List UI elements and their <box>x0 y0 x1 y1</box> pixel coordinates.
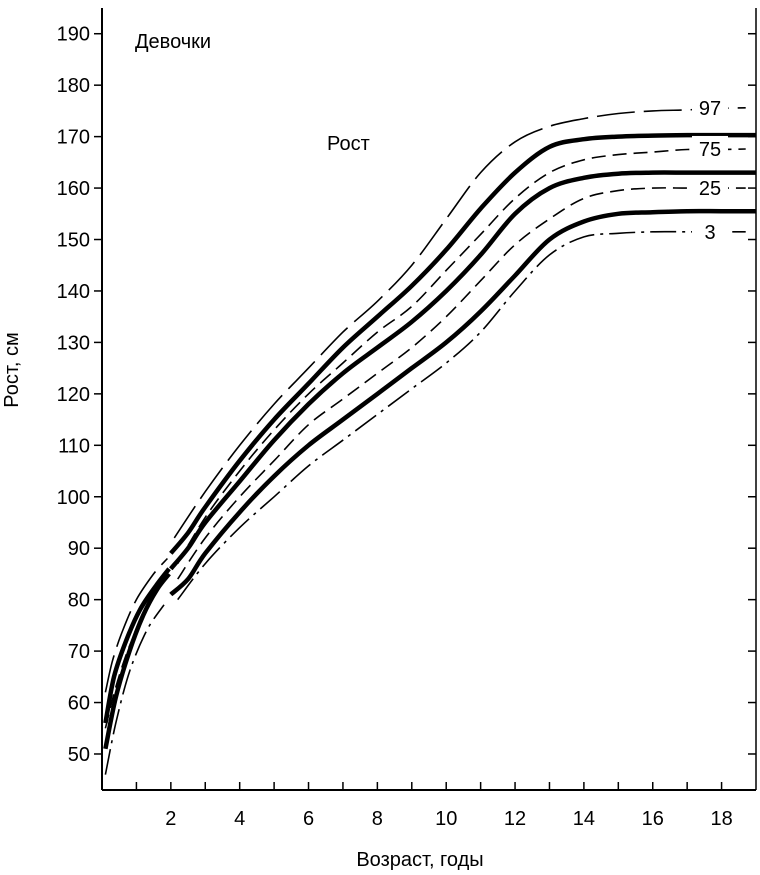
series-25-label: 25 <box>699 178 721 200</box>
series-75-line <box>177 148 746 565</box>
x-tick-label: 4 <box>234 808 245 830</box>
series-labels: 97 75 25 3 <box>692 94 728 244</box>
y-tick-label: 60 <box>68 693 90 715</box>
chart-labels: Девочки Рост Возраст, годы Рост, см <box>1 31 484 871</box>
x-tick-label: 18 <box>710 808 732 830</box>
x-tick-label: 14 <box>573 808 595 830</box>
series-solid-5-line <box>169 170 756 571</box>
axis-ticks: 50 60 70 80 90 100 110 120 130 140 150 160 170 180 190… <box>57 24 756 830</box>
x-tick-label: 12 <box>504 808 526 830</box>
y-tick-label: 90 <box>68 538 90 560</box>
series-25-line <box>177 187 746 580</box>
plot-area <box>101 8 757 791</box>
x-tick-label: 16 <box>642 808 664 830</box>
series-97-label: 97 <box>699 98 721 120</box>
y-tick-label: 120 <box>57 384 90 406</box>
series-75-label: 75 <box>699 139 721 161</box>
series-3-line <box>104 604 165 775</box>
y-axis-label: Рост, см <box>1 332 23 407</box>
x-axis-label: Возраст, годы <box>356 849 483 871</box>
x-tick-label: 2 <box>165 808 176 830</box>
x-tick-label: 6 <box>303 808 314 830</box>
chart-title: Девочки <box>135 31 211 53</box>
y-tick-label: 70 <box>68 641 90 663</box>
percentile-curves <box>103 107 756 775</box>
y-tick-label: 130 <box>57 332 90 354</box>
series-97-line <box>104 557 168 693</box>
y-tick-label: 150 <box>57 230 90 252</box>
x-tick-label: 10 <box>435 808 457 830</box>
x-tick-label: 8 <box>372 808 383 830</box>
y-tick-label: 110 <box>58 435 90 457</box>
series-3-label-bg <box>692 218 728 243</box>
series-3-label: 3 <box>704 222 715 244</box>
y-tick-label: 190 <box>57 24 90 46</box>
chart-subtitle: Рост <box>327 133 370 155</box>
series-97-label-bg <box>692 94 728 119</box>
series-97-line <box>173 107 746 539</box>
y-tick-label: 50 <box>68 744 90 766</box>
series-25-label-bg <box>692 175 728 200</box>
series-solid-5-line <box>103 572 171 750</box>
series-75-label-bg <box>692 135 728 160</box>
series-solid-4-line <box>169 132 756 555</box>
y-tick-label: 170 <box>57 127 90 149</box>
y-tick-label: 160 <box>57 178 90 200</box>
y-tick-label: 100 <box>57 487 90 509</box>
y-tick-label: 180 <box>57 75 90 97</box>
y-tick-label: 140 <box>57 281 90 303</box>
series-solid-6-line <box>169 208 756 597</box>
series-solid-4-line <box>103 567 171 724</box>
y-tick-label: 80 <box>68 590 90 612</box>
series-3-line <box>177 230 746 601</box>
